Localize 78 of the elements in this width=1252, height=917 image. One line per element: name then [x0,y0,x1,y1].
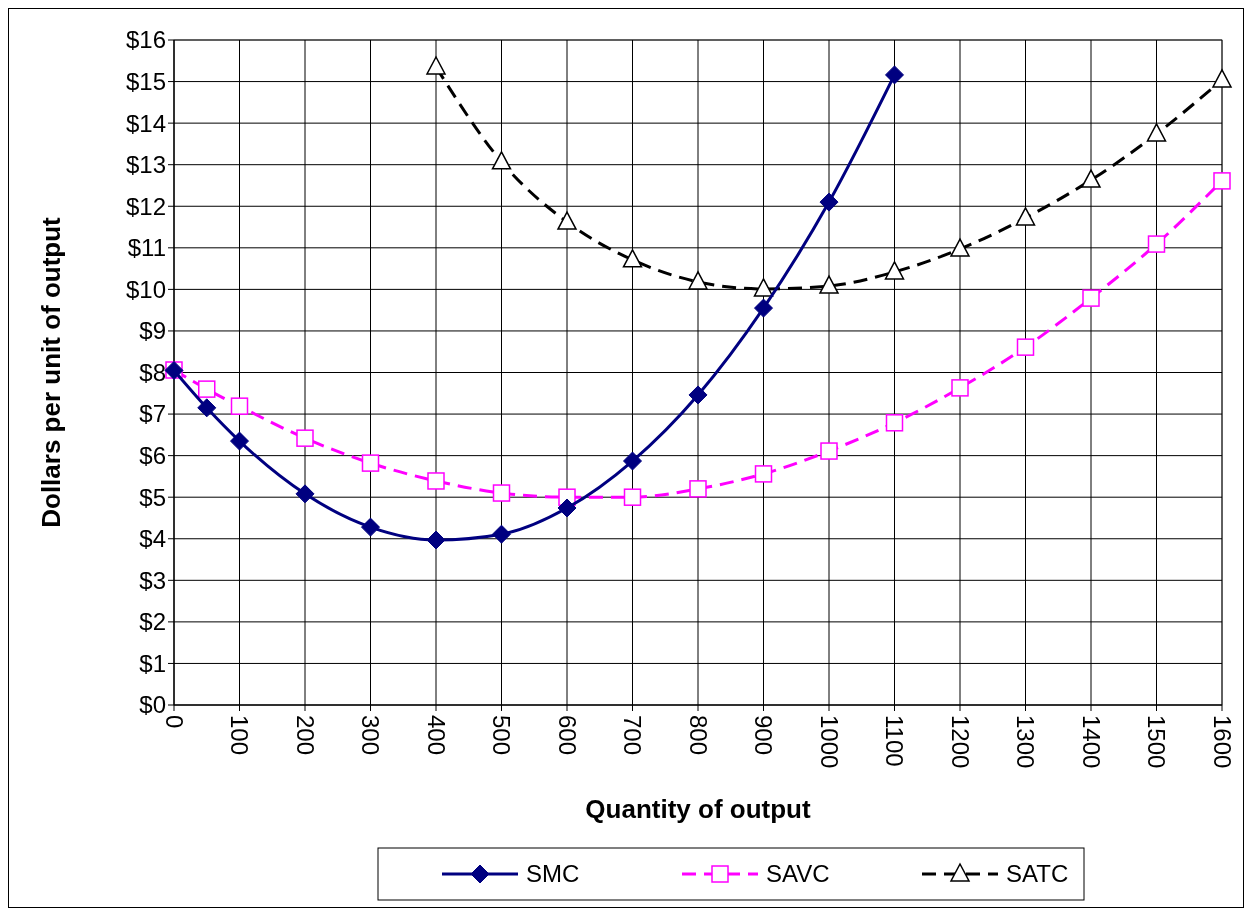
x-tick-label: 1200 [946,715,974,769]
point [361,517,380,537]
x-tick-label: 500 [488,715,516,756]
legend-label: SMC [526,860,580,888]
y-tick-label: $13 [125,151,166,179]
x-tick-label: 1400 [1077,715,1105,769]
point [1081,169,1101,188]
x-tick-label: 800 [684,715,712,756]
point [622,249,643,268]
x-tick-label: 1300 [1012,715,1040,769]
point [295,484,315,504]
point [885,414,904,432]
point [492,524,511,544]
x-axis-title: Quantity of output [585,794,811,824]
x-tick-label: 700 [619,715,647,756]
legend-label: SATC [1006,860,1069,888]
x-tick-label: 400 [422,715,450,756]
point [819,275,839,294]
y-tick-label: $15 [125,67,166,95]
point [885,65,904,85]
point [1082,289,1100,307]
y-tick-label: $14 [125,109,166,137]
y-axis-title: Dollars per unit of output [36,216,66,528]
x-tick-label: 300 [357,715,385,756]
point [884,261,905,280]
y-tick-label: $1 [139,649,166,677]
x-tick-label: 1500 [1143,715,1171,769]
x-tick-label: 200 [291,715,319,756]
point [1016,338,1035,356]
point [361,454,380,472]
point [688,271,708,290]
x-tick-label: 100 [226,715,254,756]
y-tick-label: $3 [139,566,166,594]
point [754,465,773,483]
point [1212,69,1232,88]
point [950,238,970,257]
point [230,431,249,451]
y-tick-label: $5 [139,483,166,511]
point [197,398,217,418]
point [557,498,577,518]
y-tick-label: $10 [125,275,166,303]
point [557,211,577,230]
point [1015,207,1036,226]
y-tick-label: $6 [139,442,166,470]
point [754,298,773,318]
point [623,451,642,471]
point [1146,123,1167,142]
point [491,151,512,170]
point [688,385,708,405]
y-tick-label: $16 [125,26,166,54]
point [426,56,446,75]
point [819,192,839,212]
point [689,480,707,498]
x-tick-label: 1600 [1208,715,1236,769]
y-tick-label: $8 [139,358,166,386]
point [230,397,249,415]
y-tick-label: $7 [139,400,166,428]
x-tick-label: 1000 [815,715,843,769]
x-tick-label: 900 [750,715,778,756]
point [820,442,838,460]
y-tick-label: $12 [125,192,166,220]
y-tick-label: $4 [139,525,166,553]
point [1147,235,1166,253]
point [623,488,642,506]
y-tick-label: $11 [127,234,166,262]
point [1213,172,1231,190]
y-tick-label: $2 [139,608,166,636]
point [951,379,969,397]
point [426,530,446,550]
point [427,472,445,490]
point [492,484,511,502]
point [296,429,314,447]
y-tick-label: $9 [139,317,166,345]
x-tick-label: 600 [553,715,581,756]
point [753,278,774,297]
legend-label: SAVC [766,860,830,888]
point [198,380,216,398]
x-tick-label: 1100 [881,715,909,767]
